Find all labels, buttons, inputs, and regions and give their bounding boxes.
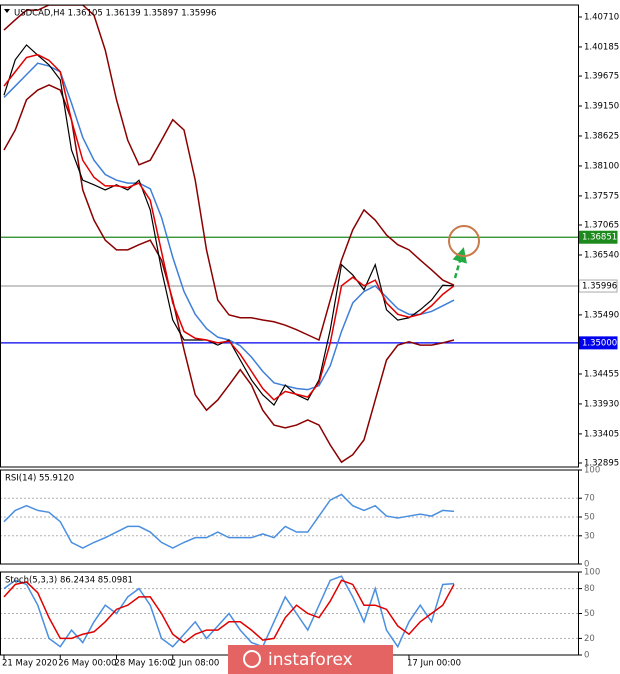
y-tick-label: 1.37065 (584, 221, 619, 231)
series-line (3, 493, 455, 549)
y-tick-label: 1.36540 (584, 250, 619, 260)
watermark-banner: instaforex (228, 645, 393, 674)
y-tick-label: 100 (584, 466, 600, 476)
panel-title: USDCAD,H4 1.36105 1.36139 1.35897 1.3599… (14, 9, 216, 19)
y-tick-label: 1.39675 (584, 72, 619, 82)
level-label: 1.36851 (582, 233, 617, 243)
panel-frame (0, 469, 579, 565)
plot-layer: 1.40710 1.40185 1.39675 1.39150 1.38625 1.381… (0, 4, 619, 669)
panel-title: Stoch(5,3,3) 86.2434 85.0981 (5, 576, 133, 586)
x-tick-label: 17 Jun 00:00 (407, 659, 461, 669)
title-marker (4, 9, 10, 13)
series-line (3, 44, 455, 407)
panel-plot (0, 575, 578, 649)
y-tick-label: 80 (584, 584, 595, 594)
y-tick-label: 1.40185 (584, 42, 619, 52)
series-line (3, 84, 455, 464)
level-label: 1.35996 (582, 282, 617, 292)
y-tick-label: 1.34455 (584, 369, 619, 379)
panel-frame (0, 4, 579, 468)
x-tick-label: 21 May 2020 (2, 659, 57, 669)
series-line (3, 575, 455, 649)
y-tick-label: 30 (584, 531, 595, 541)
series-line (3, 53, 455, 401)
y-tick-label: 100 (584, 568, 600, 578)
y-tick-label: 1.37575 (584, 191, 619, 201)
target-circle (448, 225, 480, 257)
x-tick-label: 26 May 00:00 (58, 659, 116, 669)
y-tick-label: 0 (584, 560, 589, 570)
y-tick-label: 1.32895 (584, 459, 619, 469)
level-label: 1.35000 (582, 338, 617, 348)
y-tick-label: 1.35490 (584, 310, 619, 320)
forecast-arrow (452, 247, 467, 279)
y-tick-label: 1.33930 (584, 399, 619, 409)
y-tick-label: 1.39150 (584, 102, 619, 112)
y-tick-label: 1.33405 (584, 429, 619, 439)
series-line (3, 579, 455, 644)
panel-title: RSI(14) 55.9120 (5, 474, 74, 484)
y-tick-label: 1.38625 (584, 131, 619, 141)
y-tick-label: 1.40710 (584, 12, 619, 22)
panel-plot (0, 493, 578, 549)
panel-plot (0, 5, 578, 464)
x-tick-label: 28 May 16:00 (115, 659, 173, 669)
watermark-text: instaforex (268, 650, 353, 670)
y-tick-label: 1.38100 (584, 161, 619, 171)
y-tick-label: 0 (584, 651, 589, 661)
watermark-bg (228, 645, 393, 674)
series-line (3, 5, 455, 342)
y-tick-label: 70 (584, 494, 595, 504)
x-tick-label: 2 Jun 08:00 (171, 659, 220, 669)
watermark-icon (243, 650, 261, 668)
y-tick-label: 50 (584, 609, 595, 619)
y-tick-label: 50 (584, 513, 595, 523)
y-tick-label: 20 (584, 634, 595, 644)
